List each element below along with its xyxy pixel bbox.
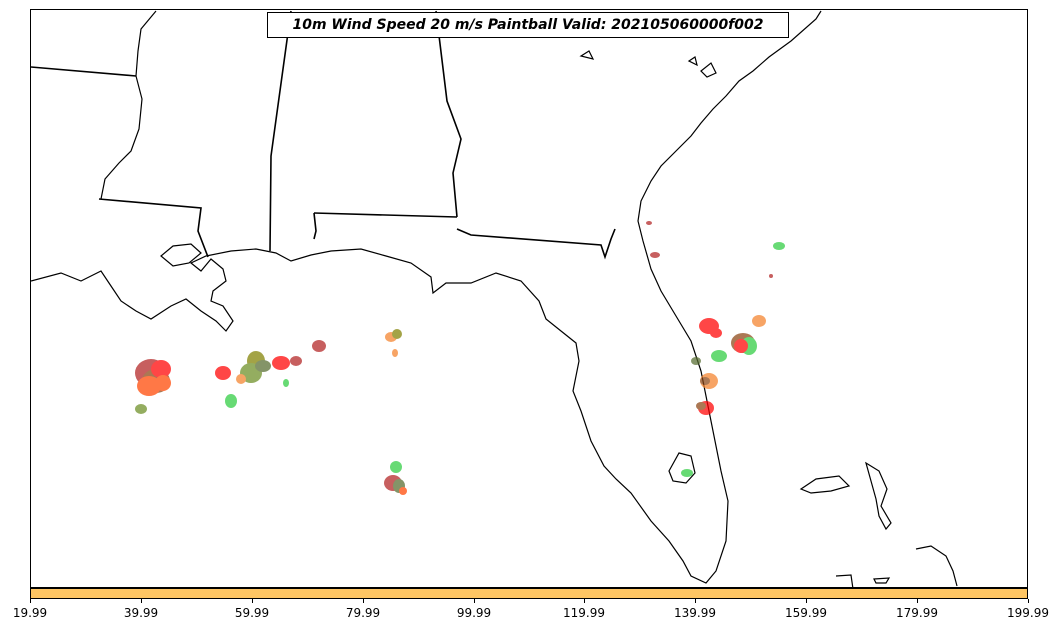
bahamas-island-5 xyxy=(873,577,891,584)
colorbar-tick-label: 199.99 xyxy=(1007,606,1049,620)
colorbar-tick-label: 99.99 xyxy=(456,606,492,620)
colorbar-tick xyxy=(30,599,31,603)
paintball-blob xyxy=(650,252,660,258)
lake-okeechobee xyxy=(668,452,696,484)
bahamas-island-3 xyxy=(915,545,958,587)
colorbar-tick xyxy=(363,599,364,603)
map-canvas xyxy=(31,10,958,587)
bahamas-island-2 xyxy=(865,461,892,531)
paintball-blob xyxy=(155,375,171,391)
border-ga-fl xyxy=(456,228,616,260)
paintball-blob xyxy=(392,329,402,339)
border-ms-la xyxy=(98,198,209,258)
colorbar xyxy=(30,588,1028,599)
wind-paintballs xyxy=(135,221,785,495)
paintball-blob xyxy=(752,315,766,327)
coastlines xyxy=(31,10,958,587)
bahamas-island-4 xyxy=(835,574,854,587)
colorbar-tick-label: 19.99 xyxy=(12,606,48,620)
coastal-island-3 xyxy=(579,50,595,60)
coastal-island-2 xyxy=(687,56,698,67)
colorbar-tick-label: 159.99 xyxy=(785,606,827,620)
colorbar-tick xyxy=(252,599,253,603)
colorbar-tick xyxy=(141,599,142,603)
lake-pontchartrain xyxy=(160,243,202,267)
paintball-blob xyxy=(215,366,231,380)
border-ar-ms xyxy=(31,66,137,77)
coastal-island xyxy=(700,62,717,78)
border-al-fl xyxy=(313,212,317,240)
colorbar-tick-label: 79.99 xyxy=(345,606,381,620)
colorbar-tick-label: 59.99 xyxy=(234,606,270,620)
paintball-blob xyxy=(225,394,237,408)
colorbar-tick-label: 119.99 xyxy=(563,606,605,620)
paintball-blob xyxy=(773,242,785,250)
paintball-blob xyxy=(700,377,710,385)
paintball-blob xyxy=(390,461,402,473)
paintball-blob xyxy=(710,328,722,338)
paintball-blob xyxy=(290,356,302,366)
paintball-blob xyxy=(151,360,171,378)
paintball-blob xyxy=(255,360,271,372)
map-panel xyxy=(30,9,1028,588)
paintball-blob xyxy=(769,274,773,278)
mississippi-river xyxy=(100,10,157,200)
border-al-fl-top xyxy=(313,212,458,218)
paintball-blob xyxy=(272,356,290,370)
paintball-blob xyxy=(681,469,693,477)
state-boundaries xyxy=(31,10,616,260)
paintball-blob xyxy=(711,350,727,362)
paintball-blob xyxy=(312,340,326,352)
paintball-blob xyxy=(696,402,706,410)
paintball-blob xyxy=(392,349,398,357)
colorbar-tick-label: 179.99 xyxy=(896,606,938,620)
colorbar-tick xyxy=(917,599,918,603)
paintball-blob xyxy=(137,376,161,396)
paintball-blob xyxy=(734,339,748,353)
colorbar-tick-label: 39.99 xyxy=(123,606,159,620)
colorbar-tick xyxy=(584,599,585,603)
bahamas-island-1 xyxy=(799,475,851,494)
louisiana-coast xyxy=(31,10,822,584)
paintball-blob xyxy=(691,357,701,365)
colorbar-tick xyxy=(806,599,807,603)
colorbar-tick xyxy=(1028,599,1029,603)
paintball-blob xyxy=(135,404,147,414)
paintball-blob xyxy=(646,221,652,225)
paintball-blob xyxy=(283,379,289,387)
colorbar-tick xyxy=(695,599,696,603)
map-title: 10m Wind Speed 20 m/s Paintball Valid: 2… xyxy=(267,12,789,38)
border-ms-al xyxy=(269,10,292,252)
paintball-blob xyxy=(399,487,407,495)
paintball-blob xyxy=(236,374,246,384)
colorbar-tick-label: 139.99 xyxy=(674,606,716,620)
colorbar-tick xyxy=(474,599,475,603)
border-al-ga xyxy=(435,10,462,218)
